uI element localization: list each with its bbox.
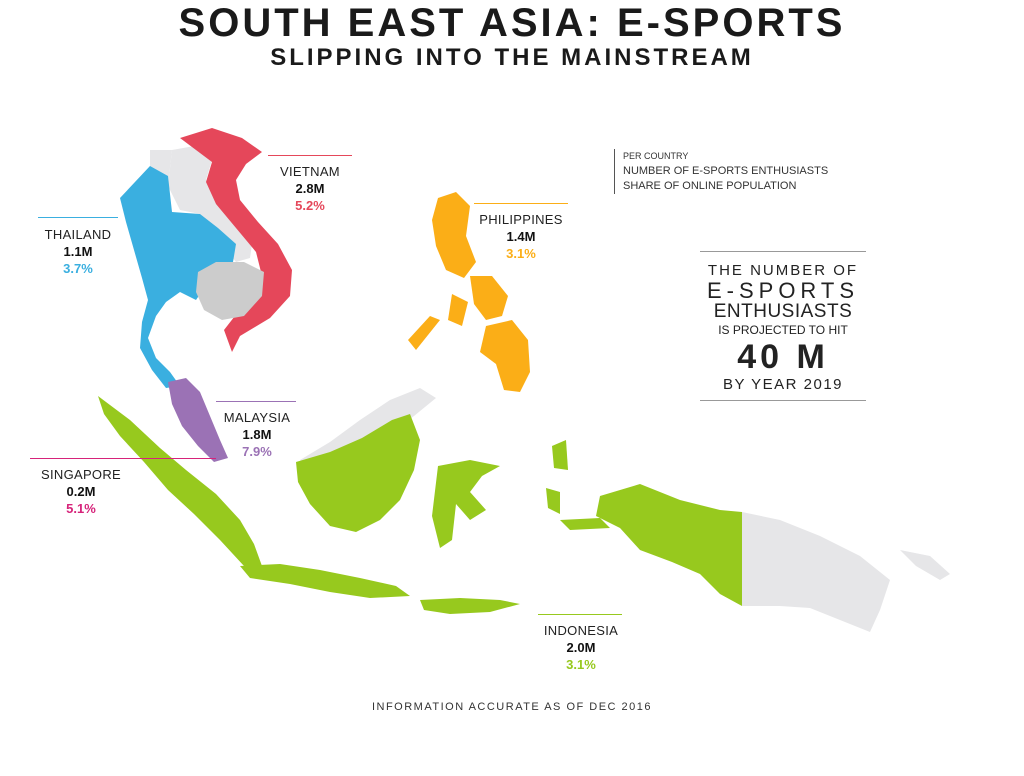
- indonesia-enthusiasts: 2.0M: [566, 640, 596, 655]
- singapore-leader: [30, 458, 216, 459]
- philippines-share: 3.1%: [506, 246, 536, 261]
- philippines-leader: [474, 203, 568, 204]
- malaysia-label: MALAYSIA 1.8M 7.9%: [214, 409, 300, 460]
- indonesia-name: INDONESIA: [543, 623, 619, 638]
- malaysia-leader: [216, 401, 296, 402]
- vietnam-shape: [180, 128, 292, 352]
- page-title: SOUTH EAST ASIA: E-SPORTS: [178, 1, 846, 45]
- thailand-leader: [38, 217, 118, 218]
- projection-callout: THE NUMBER OF E-SPORTS ENTHUSIASTS IS PR…: [700, 251, 866, 401]
- thailand-share: 3.7%: [63, 261, 93, 276]
- indonesia-shape: [98, 396, 742, 614]
- callout-line2: E-SPORTS: [706, 278, 860, 303]
- singapore-label: SINGAPORE 0.2M 5.1%: [30, 466, 132, 517]
- png-shape: [742, 512, 890, 632]
- thailand-name: THAILAND: [44, 227, 112, 242]
- philippines-name: PHILIPPINES: [479, 212, 563, 227]
- malaysia-shape: [168, 378, 228, 462]
- indonesia-label: INDONESIA 2.0M 3.1%: [536, 622, 626, 673]
- vietnam-share: 5.2%: [295, 198, 325, 213]
- singapore-name: SINGAPORE: [41, 467, 121, 482]
- thailand-shape: [120, 166, 236, 388]
- legend-share: SHARE OF ONLINE POPULATION: [623, 180, 797, 192]
- png-islands-shape: [900, 550, 950, 580]
- callout-projection-value: 40 M: [737, 338, 829, 376]
- vietnam-leader: [268, 155, 352, 156]
- legend-enthusiasts: NUMBER OF E-SPORTS ENTHUSIASTS: [623, 165, 829, 177]
- malaysia-enthusiasts: 1.8M: [242, 427, 272, 442]
- cambodia-shape: [196, 262, 264, 320]
- vietnam-name: VIETNAM: [280, 164, 340, 179]
- malaysia-share: 7.9%: [242, 444, 272, 459]
- philippines-shape: [408, 192, 530, 392]
- laos-shape: [168, 145, 252, 262]
- thailand-label: THAILAND 1.1M 3.7%: [36, 226, 120, 277]
- callout-line1: THE NUMBER OF: [707, 262, 859, 279]
- singapore-enthusiasts: 0.2M: [66, 484, 96, 499]
- vietnam-enthusiasts: 2.8M: [295, 181, 325, 196]
- indonesia-share: 3.1%: [566, 657, 596, 672]
- vietnam-label: VIETNAM 2.8M 5.2%: [270, 163, 350, 214]
- legend: PER COUNTRY NUMBER OF E-SPORTS ENTHUSIAS…: [614, 149, 828, 194]
- thailand-enthusiasts: 1.1M: [63, 244, 93, 259]
- philippines-enthusiasts: 1.4M: [506, 229, 536, 244]
- indonesia-leader: [538, 614, 622, 615]
- malaysia-name: MALAYSIA: [223, 410, 291, 425]
- philippines-label: PHILIPPINES 1.4M 3.1%: [474, 211, 568, 262]
- callout-line4: IS PROJECTED TO HIT: [718, 323, 848, 337]
- page-subtitle: SLIPPING INTO THE MAINSTREAM: [270, 44, 754, 71]
- callout-line6: BY YEAR 2019: [722, 376, 844, 393]
- callout-line3: ENTHUSIASTS: [713, 301, 853, 322]
- singapore-share: 5.1%: [66, 501, 96, 516]
- legend-per-country: PER COUNTRY: [623, 151, 689, 161]
- footer-note: INFORMATION ACCURATE AS OF DEC 2016: [371, 701, 653, 713]
